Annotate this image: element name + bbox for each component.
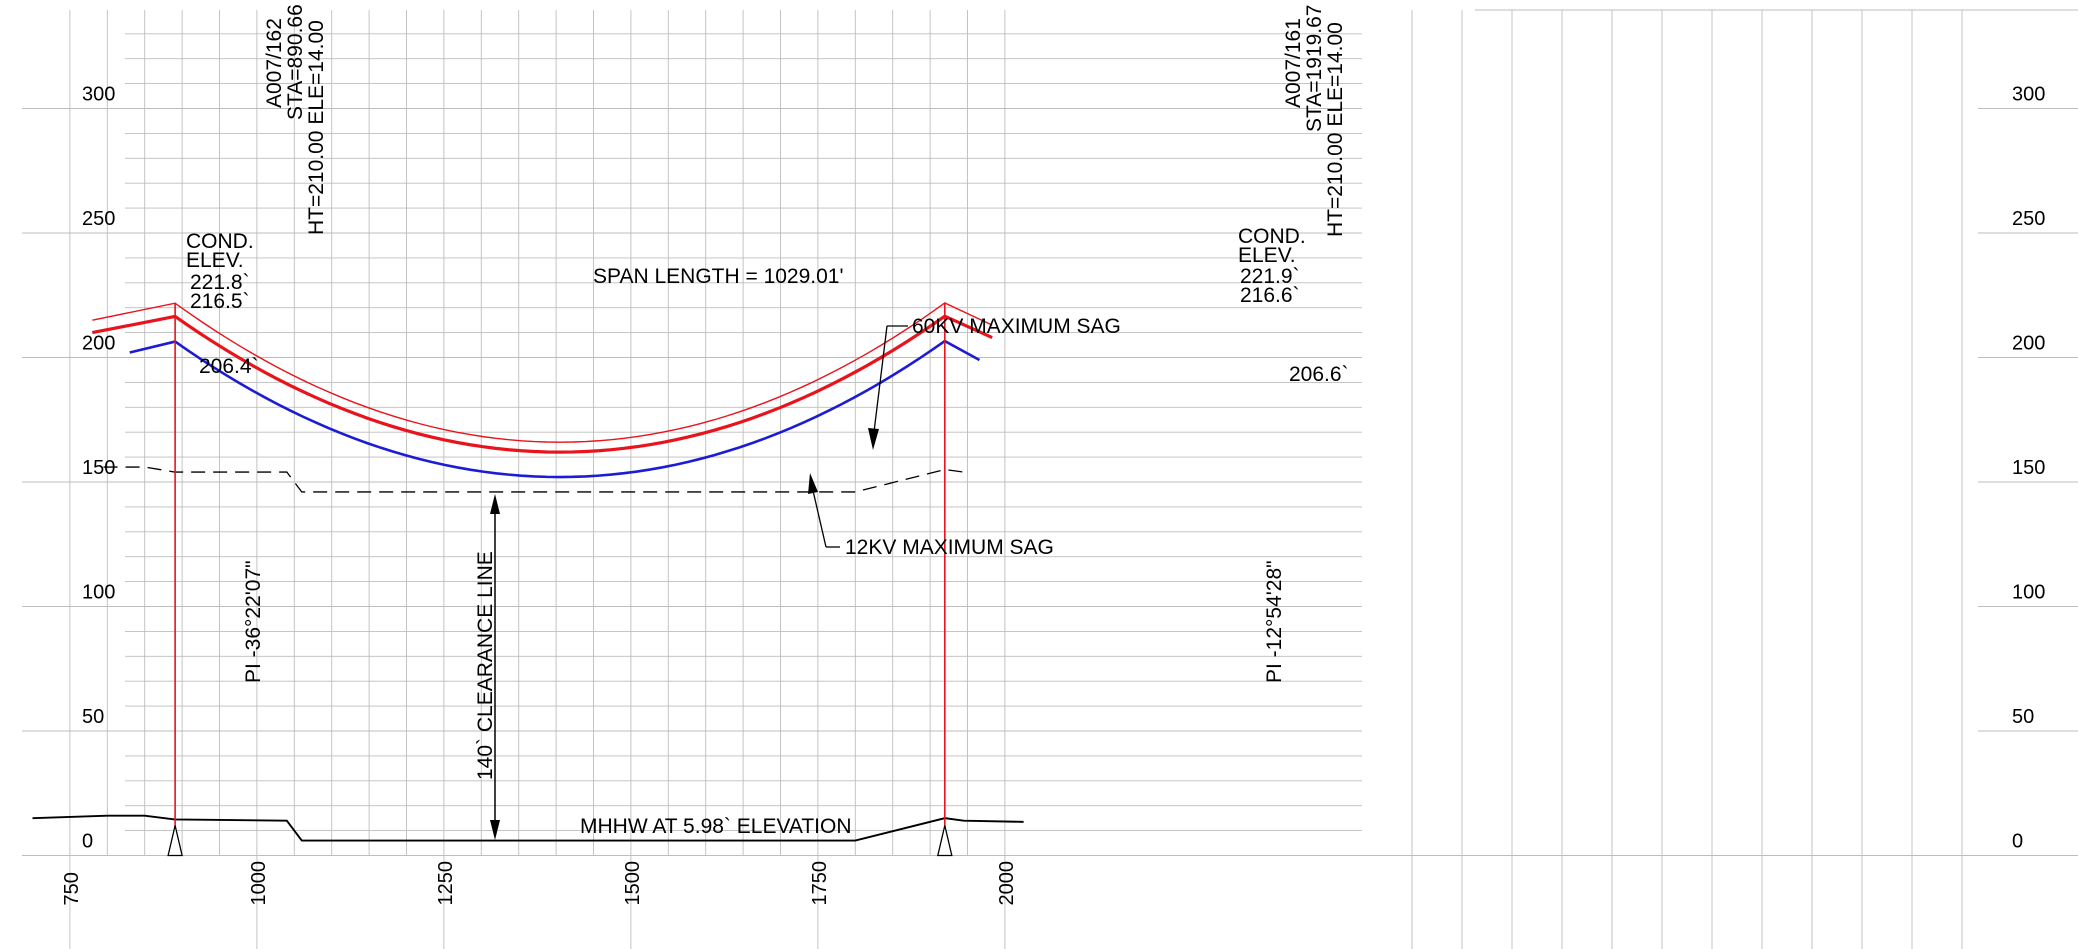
right-structure-height-elevation: HT=210.00 ELE=14.00 bbox=[1324, 22, 1347, 237]
left-elev-lower: 206.4` bbox=[199, 355, 259, 378]
y-tick-label-left: 250 bbox=[82, 208, 115, 230]
x-tick-label: 750 bbox=[61, 872, 83, 905]
structure-base-right bbox=[936, 825, 953, 857]
left-elev-mid: 216.5` bbox=[190, 290, 250, 313]
sag-60kv-label: 60KV MAXIMUM SAG bbox=[912, 315, 1121, 338]
x-tick-label: 1750 bbox=[809, 861, 831, 906]
span-length-label: SPAN LENGTH = 1029.01' bbox=[593, 265, 844, 288]
right-cond-label: COND. bbox=[1238, 225, 1306, 248]
right-pi-angle: PI -12°54'28" bbox=[1263, 560, 1286, 683]
structure-layer bbox=[167, 302, 953, 857]
y-tick-label-right: 300 bbox=[2012, 84, 2045, 106]
series-cond-60kv bbox=[92, 314, 993, 454]
left-cond-label: COND. bbox=[186, 230, 254, 253]
x-tick-label: 1250 bbox=[435, 861, 457, 906]
sag-12kv-arrowhead bbox=[808, 473, 818, 494]
y-tick-label-right: 200 bbox=[2012, 333, 2045, 355]
x-tick-label: 2000 bbox=[996, 861, 1018, 906]
series-layer bbox=[32, 302, 1024, 842]
y-tick-label-right: 50 bbox=[2012, 706, 2034, 728]
y-tick-label-left: 0 bbox=[82, 831, 93, 853]
right-elev-mid: 216.6` bbox=[1240, 284, 1300, 307]
sag-60kv-arrowhead bbox=[868, 428, 879, 450]
y-tick-label-left: 150 bbox=[82, 457, 115, 479]
right-elev-label: ELEV. bbox=[1238, 244, 1296, 267]
left-structure-id: A007/162 bbox=[263, 18, 286, 108]
mhhw-label: MHHW AT 5.98` ELEVATION bbox=[580, 815, 852, 838]
left-pi-angle: PI -36°22'07" bbox=[242, 560, 265, 683]
y-tick-label-right: 150 bbox=[2012, 457, 2045, 479]
y-tick-label-right: 0 bbox=[2012, 831, 2023, 853]
right-structure-id: A007/161 bbox=[1282, 18, 1305, 108]
grid-layer bbox=[22, 9, 2078, 949]
clearance-label: 140` CLEARANCE LINE bbox=[474, 551, 497, 780]
y-tick-label-left: 100 bbox=[82, 582, 115, 604]
structure-base-left bbox=[167, 825, 183, 857]
left-elev-label: ELEV. bbox=[186, 249, 244, 272]
series-clearance bbox=[103, 466, 964, 493]
series-ground bbox=[32, 814, 1024, 842]
sag-12kv-label: 12KV MAXIMUM SAG bbox=[845, 536, 1054, 559]
series-cond-12kv bbox=[129, 339, 981, 479]
left-elev-upper: 221.8` bbox=[190, 271, 250, 294]
left-structure-station: STA=890.66 bbox=[284, 4, 307, 120]
y-tick-label-left: 50 bbox=[82, 706, 104, 728]
x-tick-label: 1000 bbox=[248, 861, 270, 906]
left-structure-height-elevation: HT=210.00 ELE=14.00 bbox=[305, 20, 328, 235]
y-tick-label-left: 200 bbox=[82, 333, 115, 355]
right-elev-upper: 221.9` bbox=[1240, 265, 1300, 288]
series-cond-upper bbox=[92, 302, 993, 443]
y-tick-label-right: 100 bbox=[2012, 582, 2045, 604]
right-elev-lower: 206.6` bbox=[1289, 363, 1349, 386]
axis-layer: 0 0 50 50 100 100 150 150 200 200 250 250 300 300 750 1… bbox=[61, 84, 2045, 906]
right-structure-station: STA=1919.67 bbox=[1303, 5, 1326, 132]
clearance-arrowhead-bottom bbox=[490, 820, 500, 840]
sag-60kv-leader-arm bbox=[872, 325, 888, 441]
y-tick-label-right: 250 bbox=[2012, 208, 2045, 230]
clearance-arrowhead-top bbox=[490, 494, 500, 514]
x-tick-label: 1500 bbox=[622, 861, 644, 906]
y-tick-label-left: 300 bbox=[82, 84, 115, 106]
